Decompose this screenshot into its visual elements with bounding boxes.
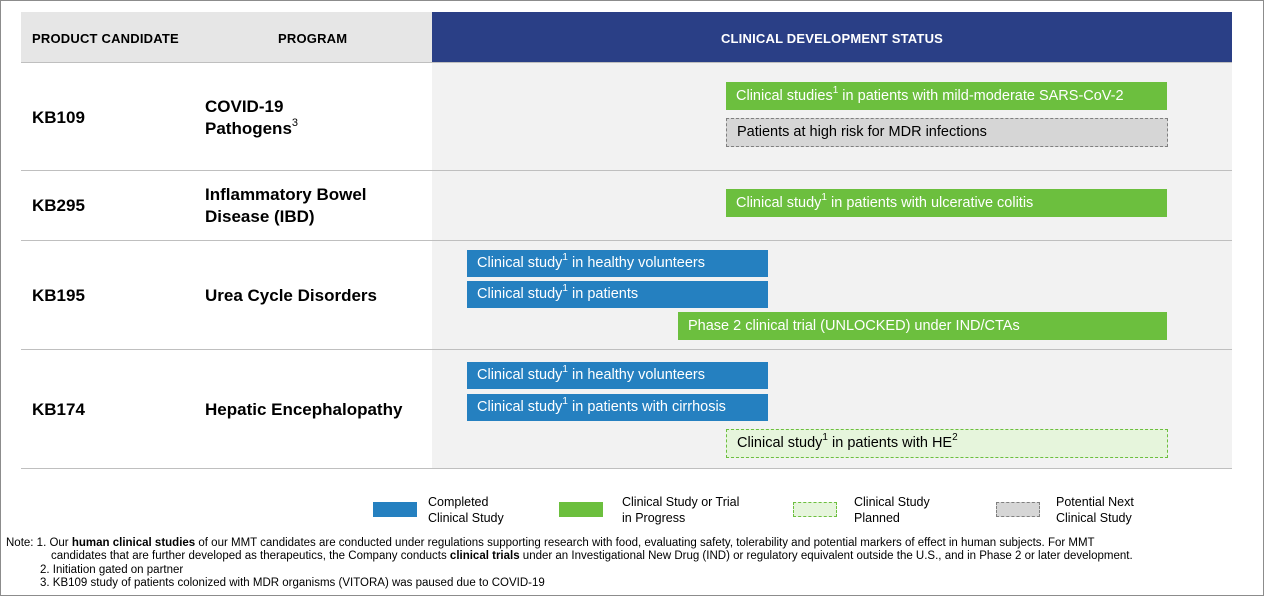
bar-text: Patients at high risk for MDR infections [737,124,987,140]
bar-kb195-patients: Clinical study1 in patients [467,281,768,308]
header-left-band [21,12,432,62]
bar-kb195-phase2-trial: Phase 2 clinical trial (UNLOCKED) under … [678,312,1167,340]
candidate-kb195: KB195 [32,286,85,305]
bar-text: Phase 2 clinical trial (UNLOCKED) under … [688,318,1020,334]
bar-text: Clinical study [736,195,822,211]
bar-text: Clinical study [737,435,823,451]
note-2: 2. Initiation gated on partner [40,564,184,576]
bar-text: Clinical study [477,286,563,302]
footnote-ref: 1 [562,283,568,295]
bar-text: in healthy volunteers [567,367,706,383]
footnote-ref: 1 [822,432,828,444]
row-divider [21,62,1232,63]
bar-text: in patients with ulcerative colitis [826,195,1034,211]
program-line1: Hepatic Encephalopathy [205,400,403,419]
bar-text: Clinical study [477,399,563,415]
footnote-ref: 3 [291,117,299,130]
program-kb174: Hepatic Encephalopathy [205,399,402,421]
candidate-kb109: KB109 [32,108,85,127]
legend-label-planned: Clinical Study Planned [854,495,930,525]
bar-kb174-healthy-volunteers: Clinical study1 in healthy volunteers [467,362,768,389]
footnote-ref: 1 [562,364,568,376]
program-kb109: COVID-19 Pathogens3 [205,96,298,140]
bar-kb174-cirrhosis: Clinical study1 in patients with cirrhos… [467,394,768,421]
bar-text: in healthy volunteers [567,255,706,271]
bar-kb109-covid-study: Clinical studies1 in patients with mild-… [726,82,1167,110]
footnote-ref: 1 [832,85,839,97]
header-program: PROGRAM [278,31,348,46]
legend-label-potential-next: Potential Next Clinical Study [1056,495,1134,525]
header-product-candidate: PRODUCT CANDIDATE [32,31,179,46]
row-divider [21,349,1232,350]
bar-text: in patients with HE [827,435,953,451]
header-clinical-status: CLINICAL DEVELOPMENT STATUS [720,31,944,46]
candidate-kb295: KB295 [32,196,85,215]
legend-swatch-planned [793,502,837,517]
bar-kb295-uc-study: Clinical study1 in patients with ulcerat… [726,189,1167,217]
bar-kb195-healthy-volunteers: Clinical study1 in healthy volunteers [467,250,768,277]
footnote-ref: 1 [821,192,827,204]
program-line1: Urea Cycle Disorders [205,286,377,305]
note-3: 3. KB109 study of patients colonized wit… [40,577,545,589]
bar-text: Clinical studies [736,88,833,104]
footnote-ref: 1 [562,252,568,264]
legend-swatch-potential-next [996,502,1040,517]
bar-text: Clinical study [477,255,563,271]
legend-swatch-completed [373,502,417,517]
bar-text: Clinical study [477,367,563,383]
legend-label-in-progress: Clinical Study or Trial in Progress [622,495,740,525]
program-line1: Inflammatory Bowel [205,185,367,204]
note-1-line2: candidates that are further developed as… [51,550,1133,562]
candidate-kb174: KB174 [32,400,85,419]
bar-text: in patients with cirrhosis [567,399,726,415]
header-status-band [432,12,1232,62]
bar-text: in patients [567,286,639,302]
legend-label-completed: Completed Clinical Study [428,495,504,525]
bar-kb109-mdr-potential: Patients at high risk for MDR infections [726,118,1168,147]
program-line2: Disease (IBD) [205,207,315,226]
program-line2: Pathogens [205,119,292,138]
legend-swatch-in-progress [559,502,603,517]
footnote-ref: 2 [952,432,958,444]
bar-kb174-he-planned: Clinical study1 in patients with HE2 [726,429,1168,458]
row-divider [21,468,1232,469]
bar-text: in patients with mild-moderate SARS-CoV-… [838,88,1124,104]
row-divider [21,170,1232,171]
program-kb195: Urea Cycle Disorders [205,285,377,307]
footnote-ref: 1 [562,396,568,408]
program-kb295: Inflammatory Bowel Disease (IBD) [205,184,367,228]
note-1-line1: Note: 1. Our human clinical studies of o… [6,537,1095,549]
row-divider [21,240,1232,241]
program-line1: COVID-19 [205,97,284,116]
